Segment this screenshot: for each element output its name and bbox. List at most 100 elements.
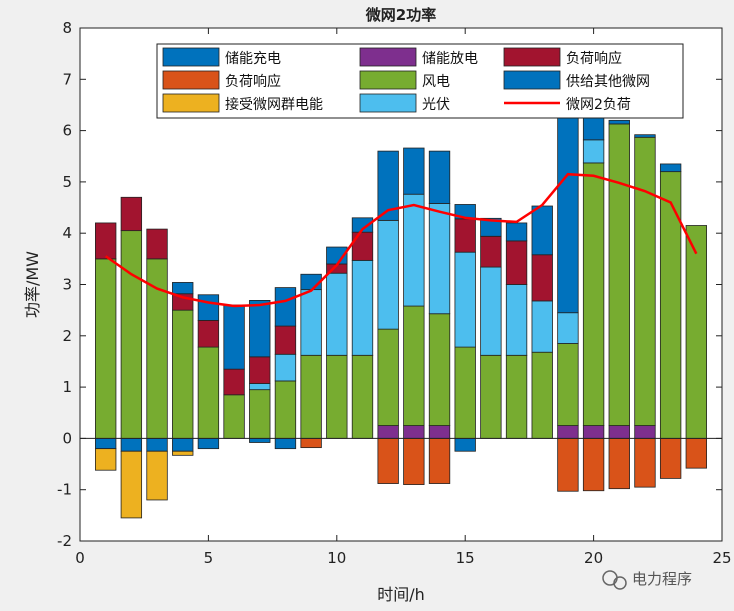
bar-segment (608, 123, 630, 426)
legend-label: 光伏 (422, 97, 450, 113)
bar-segment (659, 163, 682, 173)
x-tick-label: 15 (456, 549, 475, 567)
bar-segment (377, 425, 399, 439)
bar-segment (428, 437, 451, 484)
bar-segment (480, 217, 502, 237)
bar-segment (454, 251, 476, 348)
bar-segment (197, 346, 220, 439)
y-tick-label: 1 (62, 378, 72, 396)
y-tick-label: -1 (57, 481, 72, 499)
bar-segment (249, 300, 271, 358)
bars-layer (95, 107, 707, 519)
bar-segment (172, 437, 194, 452)
bar-segment (377, 437, 399, 484)
bar-segment (454, 346, 476, 439)
legend-swatch (162, 93, 220, 113)
ticks-layer: -2 -1 0 1 2 3 4 5 6 7 8 0 5 10 15 20 25 (57, 19, 732, 567)
x-tick-label: 0 (75, 549, 85, 567)
bar-segment (300, 437, 322, 449)
legend-label: 供给其他微网 (566, 74, 650, 90)
bar-segment (172, 282, 194, 295)
bar-segment (480, 235, 502, 268)
legend-swatch (359, 47, 417, 67)
bar-segment (505, 240, 528, 285)
legend-swatch (162, 70, 220, 90)
y-tick-label: 6 (62, 122, 72, 140)
bar-segment (608, 119, 630, 125)
legend-label: 负荷响应 (225, 73, 281, 90)
bar-segment (454, 218, 476, 253)
bar-segment (428, 150, 451, 204)
y-tick-label: 8 (62, 19, 72, 37)
bar-segment (146, 228, 168, 260)
y-tick-label: 4 (62, 224, 72, 242)
bar-segment (505, 284, 528, 356)
bar-segment (403, 437, 425, 485)
bar-segment (557, 437, 579, 492)
bar-segment (300, 354, 322, 439)
bar-segment (659, 437, 682, 479)
legend-box (156, 43, 684, 119)
bar-segment (120, 196, 143, 232)
legend-label: 负荷响应 (566, 50, 622, 67)
bar-segment (377, 150, 399, 221)
bar-segment (223, 368, 245, 396)
bar-segment (685, 437, 707, 469)
x-tick-label: 25 (712, 549, 731, 567)
bar-segment (377, 328, 399, 426)
bar-segment (274, 437, 297, 450)
bar-segment (274, 325, 297, 355)
watermark: 电力程序 (602, 570, 692, 590)
legend-swatch (162, 47, 220, 67)
bar-segment (120, 230, 143, 439)
bar-segment (300, 289, 322, 356)
bar-segment (505, 354, 528, 439)
bar-segment (557, 343, 579, 426)
bar-segment (505, 222, 528, 242)
bar-segment (608, 425, 630, 439)
bar-segment (249, 389, 271, 439)
bar-segment (249, 437, 271, 443)
bar-segment (557, 107, 579, 314)
bar-segment (634, 134, 656, 138)
bar-segment (197, 320, 220, 348)
bar-segment (480, 266, 502, 356)
bar-segment (634, 425, 656, 439)
legend-swatch (359, 93, 417, 113)
bar-segment (351, 231, 374, 261)
bar-segment (582, 162, 605, 426)
bar-segment (531, 300, 553, 353)
legend-label: 接受微网群电能 (225, 96, 323, 113)
bar-segment (377, 219, 399, 330)
bar-segment (249, 383, 271, 391)
bar-segment (274, 380, 297, 439)
load-line-series (104, 172, 698, 308)
bar-segment (172, 450, 194, 456)
bar-segment (223, 304, 245, 370)
bar-segment (249, 356, 271, 384)
bar-segment (351, 354, 374, 439)
bar-segment (531, 351, 553, 439)
bar-segment (120, 437, 143, 452)
bar-segment (428, 313, 451, 426)
bar-segment (685, 225, 707, 439)
y-tick-label: 2 (62, 327, 72, 345)
y-tick-label: 3 (62, 276, 72, 294)
bar-segment (351, 259, 374, 356)
x-tick-label: 10 (327, 549, 346, 567)
bar-segment (608, 437, 630, 490)
bar-segment (634, 136, 656, 426)
x-tick-label: 5 (204, 549, 214, 567)
bar-segment (634, 437, 656, 488)
bar-segment (531, 254, 553, 302)
bar-segment (95, 258, 117, 439)
bar-segment (120, 450, 143, 519)
chart-title: 微网2功率 (365, 6, 436, 24)
bar-segment (403, 425, 425, 439)
bar-segment (95, 448, 117, 471)
bar-segment (146, 450, 168, 501)
bar-segment (582, 437, 605, 492)
legend-swatch (503, 47, 561, 67)
bar-segment (582, 139, 605, 164)
